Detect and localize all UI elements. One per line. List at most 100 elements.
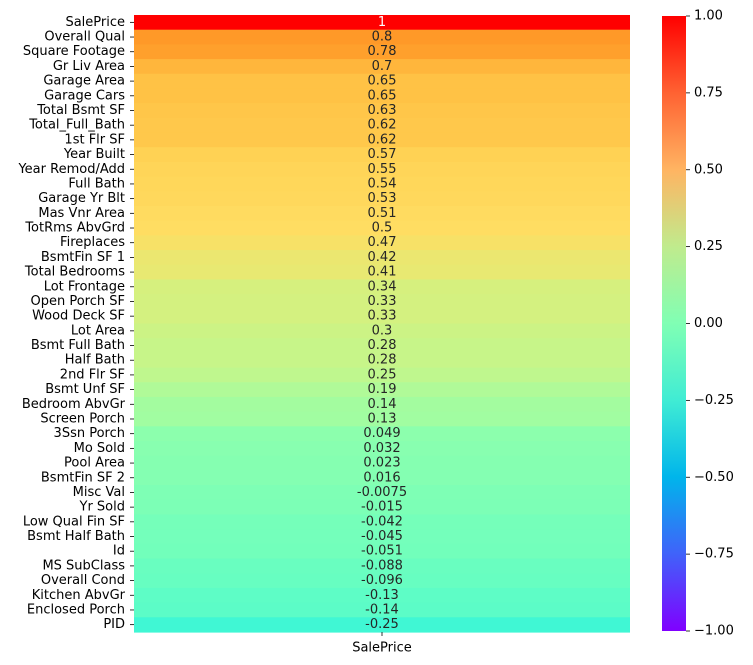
heatmap-cell — [134, 176, 630, 192]
heatmap-cell — [134, 15, 630, 31]
heatmap-cell — [134, 88, 630, 104]
heatmap-cell — [134, 558, 630, 574]
heatmap-cell — [134, 147, 630, 163]
heatmap-cell — [134, 470, 630, 486]
heatmap-cell — [134, 132, 630, 148]
y-tick-label: Id — [113, 544, 125, 559]
cell-value-label: 0.19 — [368, 382, 397, 397]
y-tick-label: Mo Sold — [74, 441, 125, 456]
cell-value-label: 0.8 — [372, 30, 393, 45]
y-tick-label: Total Bedrooms — [24, 265, 125, 280]
y-tick-label: Mas Vnr Area — [38, 206, 125, 221]
cell-value-label: -0.015 — [361, 500, 403, 515]
heatmap-cell — [134, 382, 630, 398]
cell-value-label: 0.14 — [368, 397, 397, 412]
heatmap-cell — [134, 294, 630, 310]
y-tick-label: Bedroom AbvGr — [22, 397, 126, 412]
heatmap-cell — [134, 455, 630, 472]
cell-value-label: 0.049 — [363, 426, 400, 441]
cell-value-label: -0.042 — [361, 514, 403, 529]
y-tick-label: Gr Liv Area — [53, 59, 125, 74]
heatmap-cell — [134, 587, 630, 604]
y-tick-label: Overall Qual — [44, 30, 125, 45]
y-tick-label: Garage Yr Blt — [38, 191, 125, 206]
cell-value-label: 0.78 — [368, 44, 397, 59]
colorbar-tick-label: −0.75 — [694, 547, 734, 562]
y-tick-label: Bsmt Full Bath — [31, 338, 125, 353]
cell-value-label: -0.051 — [361, 544, 403, 559]
y-tick-label: Garage Area — [43, 74, 125, 89]
heatmap-cell — [134, 514, 630, 530]
heatmap-value-labels: 10.80.780.70.650.650.630.620.620.570.550… — [357, 15, 407, 632]
y-tick-label: Garage Cars — [44, 88, 125, 103]
cell-value-label: 0.62 — [368, 118, 397, 133]
x-tick-label: SalePrice — [352, 641, 412, 656]
heatmap-cell — [134, 117, 630, 134]
y-tick-label: Bsmt Half Bath — [27, 529, 125, 544]
heatmap-cell — [134, 308, 630, 325]
heatmap-cell — [134, 602, 630, 618]
heatmap-cell — [134, 426, 630, 442]
y-tick-label: BsmtFin SF 1 — [41, 250, 125, 265]
cell-value-label: 0.62 — [368, 132, 397, 147]
cell-value-label: 0.5 — [372, 221, 393, 236]
y-tick-label: Misc Val — [73, 485, 125, 500]
colorbar-gradient — [662, 16, 686, 631]
cell-value-label: 0.28 — [368, 338, 397, 353]
y-tick-label: MS SubClass — [42, 558, 125, 573]
cell-value-label: 0.016 — [363, 470, 400, 485]
heatmap-cell — [134, 59, 630, 75]
heatmap-cell — [134, 543, 630, 560]
cell-value-label: 0.25 — [368, 367, 397, 382]
cell-value-label: -0.14 — [365, 602, 399, 617]
colorbar-tick-label: 1.00 — [694, 9, 723, 24]
colorbar-tick-label: −0.50 — [694, 470, 734, 485]
cell-value-label: -0.045 — [361, 529, 403, 544]
cell-value-label: -0.25 — [365, 617, 399, 632]
y-tick-label: 1st Flr SF — [64, 132, 125, 147]
cell-value-label: 0.33 — [368, 294, 397, 309]
cell-value-label: -0.13 — [365, 588, 399, 603]
colorbar-tick-label: 0.75 — [694, 85, 723, 100]
cell-value-label: 0.023 — [363, 456, 400, 471]
heatmap-cell — [134, 235, 630, 251]
y-tick-label: Half Bath — [65, 353, 125, 368]
cell-value-label: -0.096 — [361, 573, 403, 588]
heatmap-cell — [134, 191, 630, 207]
heatmap-cell — [134, 73, 630, 90]
heatmap-cell — [134, 485, 630, 501]
heatmap-cell — [134, 617, 630, 633]
heatmap-cell — [134, 573, 630, 589]
heatmap-cell — [134, 264, 630, 281]
heatmap-cell — [134, 103, 630, 119]
heatmap-cell — [134, 323, 630, 339]
y-tick-label: Wood Deck SF — [32, 309, 125, 324]
y-tick-label: Enclosed Porch — [27, 602, 125, 617]
y-tick-label: 3Ssn Porch — [54, 426, 125, 441]
heatmap-cell — [134, 396, 630, 413]
cell-value-label: 0.65 — [368, 88, 397, 103]
heatmap-cell — [134, 161, 630, 178]
heatmap-cell — [134, 250, 630, 266]
y-tick-label: Total_Full_Bath — [28, 118, 125, 133]
x-axis: SalePrice — [352, 632, 412, 656]
y-tick-label: Kitchen AbvGr — [32, 588, 126, 603]
cell-value-label: 0.3 — [372, 323, 393, 338]
cell-value-label: 0.7 — [372, 59, 393, 74]
y-tick-label: TotRms AbvGrd — [24, 221, 125, 236]
y-tick-label: Total Bsmt SF — [36, 103, 125, 118]
y-tick-label: Pool Area — [64, 456, 125, 471]
colorbar-tick-label: −0.25 — [694, 393, 734, 408]
y-tick-label: Full Bath — [68, 176, 125, 191]
y-tick-label: Year Remod/Add — [17, 162, 125, 177]
y-tick-label: Overall Cond — [41, 573, 125, 588]
cell-value-label: 0.53 — [368, 191, 397, 206]
cell-value-label: 0.51 — [368, 206, 397, 221]
cell-value-label: 0.47 — [368, 235, 397, 250]
y-tick-label: Fireplaces — [60, 235, 125, 250]
colorbar: 1.00 0.75 0.50 0.25 0.00 −0.25 −0.50 −0.75 −1.00 — [662, 9, 734, 639]
cell-value-label: 0.41 — [368, 265, 397, 280]
heatmap-cell — [134, 352, 630, 369]
cell-value-label: 0.33 — [368, 309, 397, 324]
